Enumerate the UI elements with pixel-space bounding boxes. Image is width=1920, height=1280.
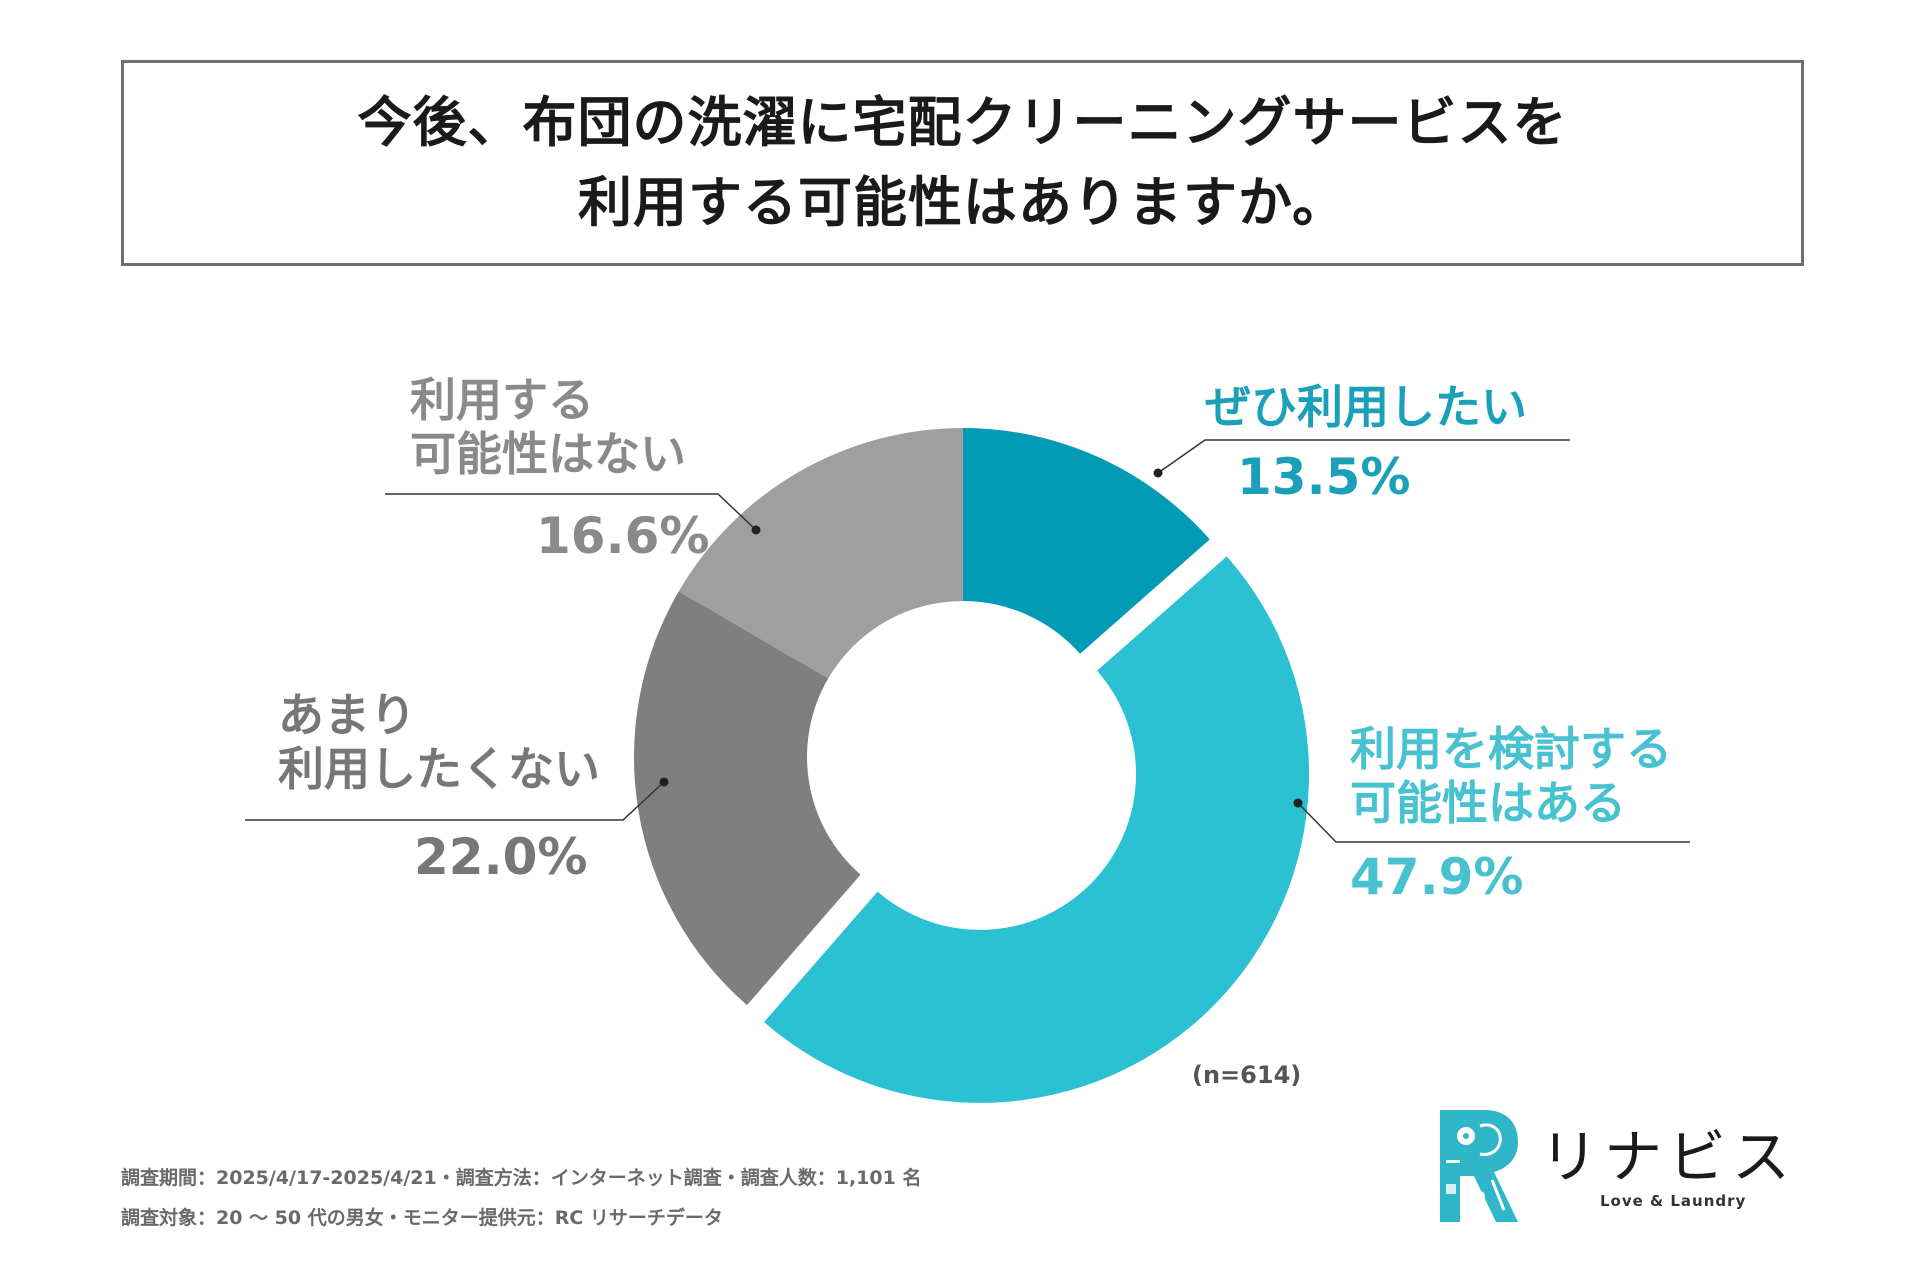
brand-logo: リナビス Love & Laundry	[1440, 1110, 1800, 1225]
laundry-logo-icon	[1440, 1110, 1518, 1222]
footnote-survey-period: 調査期間：2025/4/17-2025/4/21・調査方法：インターネット調査・…	[121, 1167, 922, 1189]
slice-label-text: あまり	[278, 688, 416, 742]
leader-line-2	[245, 777, 669, 821]
donut-slice-3	[678, 428, 963, 679]
slice-label-text: ぜひ利用したい	[1205, 380, 1527, 434]
sample-size: (n=614)	[1192, 1061, 1302, 1089]
title-line-2: 利用する可能性はありますか。	[578, 171, 1347, 234]
title-box: 今後、布団の洗濯に宅配クリーニングサービスを 利用する可能性はありますか。	[121, 60, 1804, 266]
slice-label-considering: 利用を検討する 可能性はある 47.9%	[1350, 722, 1672, 906]
slice-label-text: 利用したくない	[278, 742, 600, 796]
donut-slice-0	[963, 428, 1210, 654]
slice-label-no-possibility: 利用する 可能性はない 16.6%	[410, 373, 709, 565]
title-line-1: 今後、布団の洗濯に宅配クリーニングサービスを	[357, 91, 1568, 154]
leader-line-3	[385, 493, 761, 535]
donut-slice-1	[764, 556, 1310, 1103]
slice-label-definitely: ぜひ利用したい 13.5%	[1205, 380, 1527, 506]
slice-value-label: 13.5%	[1237, 448, 1411, 506]
slice-label-not-much: あまり 利用したくない 22.0%	[278, 688, 600, 886]
slice-value-label: 16.6%	[536, 507, 710, 565]
logo-tagline: Love & Laundry	[1600, 1192, 1747, 1210]
leader-line-1	[1293, 798, 1690, 843]
slice-label-text: 利用する	[410, 373, 594, 427]
donut-slice-2	[634, 591, 861, 1006]
slice-label-text: 利用を検討する	[1350, 722, 1672, 776]
slice-value-label: 22.0%	[414, 828, 588, 886]
slice-label-text: 可能性はない	[410, 427, 686, 481]
leader-line-0	[1153, 439, 1570, 478]
slice-label-text: 可能性はある	[1350, 776, 1626, 830]
slice-value-label: 47.9%	[1350, 848, 1524, 906]
footnote-survey-target: 調査対象：20 〜 50 代の男女・モニター提供元：RC リサーチデータ	[121, 1207, 723, 1229]
logo-name: リナビス	[1540, 1123, 1797, 1191]
